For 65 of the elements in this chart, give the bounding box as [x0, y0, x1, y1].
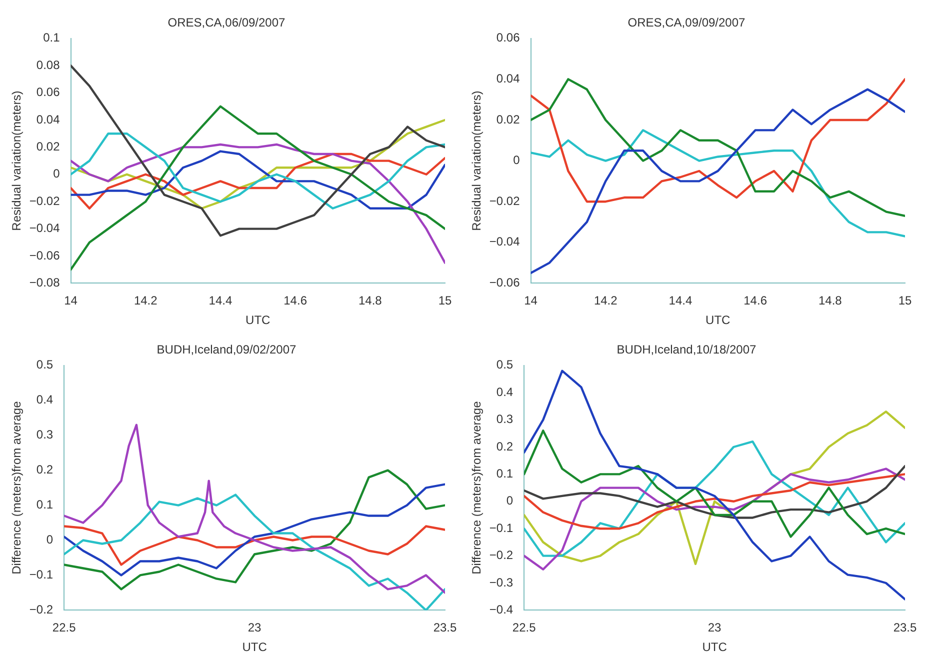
y-tick-label: 0	[46, 532, 54, 547]
y-axis-title: Difference (meters)from average	[470, 400, 484, 574]
y-tick-label: −0.1	[489, 520, 514, 535]
y-tick-label: −0.4	[489, 602, 514, 617]
y-tick-label: 0.2	[36, 462, 54, 477]
y-tick-label: −0.08	[29, 276, 60, 290]
x-axis-title: UTC	[242, 640, 268, 654]
chart-title: ORES,CA,09/09/2007	[628, 16, 746, 30]
y-tick-label: 0.1	[496, 466, 514, 481]
y-tick-label: −0.04	[29, 221, 60, 236]
x-tick-label: 23	[248, 620, 262, 635]
y-tick-label: 0	[506, 494, 514, 508]
x-tick-label: 14	[64, 294, 78, 308]
y-tick-label: 0.02	[36, 140, 60, 154]
chart-title: BUDH,Iceland,10/18/2007	[616, 342, 757, 357]
x-tick-label: 14	[524, 294, 538, 308]
x-tick-label: 14.8	[358, 294, 382, 308]
x-tick-label: 23.5	[893, 620, 917, 635]
y-tick-label: −0.2	[29, 602, 54, 617]
y-axis-title: Residual variation(meters)	[470, 90, 484, 231]
y-tick-label: 0.1	[43, 30, 60, 45]
y-tick-label: 0.04	[496, 72, 520, 86]
y-tick-label: 0.5	[36, 358, 54, 372]
y-axis-title: Residual variation(meters)	[10, 90, 24, 231]
x-tick-label: 15	[898, 294, 912, 308]
y-tick-label: 0.06	[36, 85, 60, 100]
y-tick-label: 0.1	[36, 498, 54, 512]
y-tick-label: 0.4	[496, 384, 514, 399]
x-tick-label: 14.8	[818, 294, 842, 308]
y-tick-label: 0.3	[36, 428, 54, 442]
x-tick-label: 23	[708, 620, 722, 635]
y-tick-label: 0	[513, 153, 520, 168]
y-tick-label: 0	[53, 166, 60, 181]
x-tick-label: 22.5	[52, 620, 76, 635]
y-tick-label: 0.02	[496, 112, 520, 126]
y-tick-label: 0.5	[496, 358, 514, 372]
x-tick-label: 14.6	[744, 294, 768, 308]
x-tick-label: 14.4	[668, 294, 692, 308]
y-tick-label: 0.2	[496, 439, 514, 454]
x-tick-label: 14.4	[208, 294, 232, 308]
y-tick-label: −0.2	[489, 548, 514, 562]
y-tick-label: −0.06	[29, 248, 60, 262]
x-tick-label: 14.2	[594, 294, 618, 308]
x-axis-title: UTC	[702, 640, 728, 654]
chart-title: ORES,CA,06/09/2007	[168, 16, 286, 30]
x-tick-label: 14.6	[284, 294, 308, 308]
x-tick-label: 22.5	[512, 620, 536, 635]
y-tick-label: −0.06	[489, 276, 520, 290]
chart-title: BUDH,Iceland,09/02/2007	[156, 342, 297, 357]
y-tick-label: −0.02	[29, 194, 60, 208]
y-tick-label: 0.04	[36, 112, 60, 126]
x-axis-title: UTC	[706, 313, 731, 328]
y-tick-label: −0.04	[489, 234, 520, 249]
y-tick-label: 0.08	[36, 58, 60, 72]
y-axis-title: Difference (meters)from average	[10, 400, 24, 574]
x-tick-label: 15	[438, 294, 452, 308]
x-axis-title: UTC	[246, 313, 271, 328]
y-tick-label: 0.06	[496, 30, 520, 45]
x-tick-label: 23.5	[433, 620, 457, 635]
x-tick-label: 14.2	[134, 294, 158, 308]
y-tick-label: −0.3	[489, 575, 514, 590]
y-tick-label: 0.4	[36, 392, 54, 407]
y-tick-label: 0.3	[496, 412, 514, 426]
y-tick-label: −0.02	[489, 194, 520, 208]
y-tick-label: −0.1	[29, 568, 54, 582]
